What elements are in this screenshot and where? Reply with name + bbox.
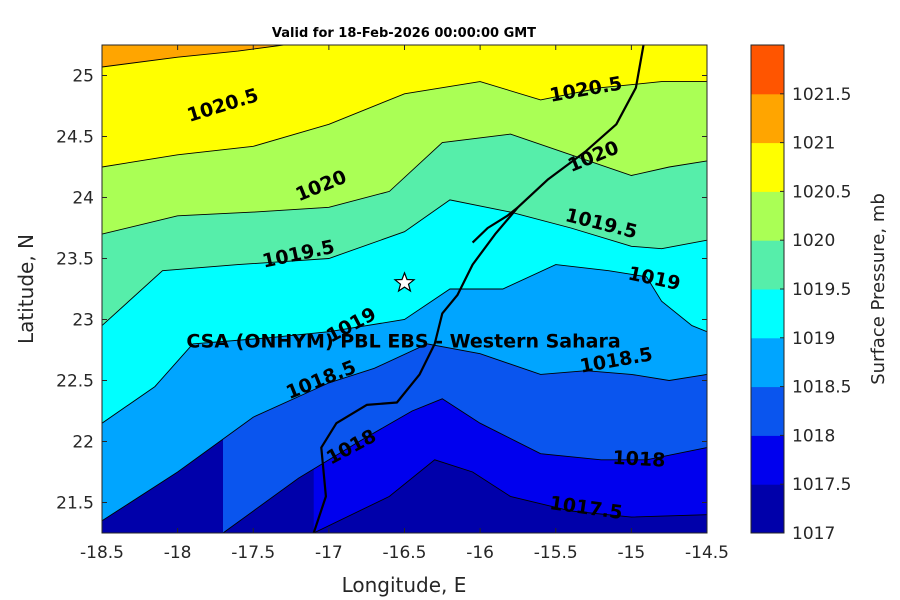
colorbar-label: Surface Pressure, mb bbox=[868, 193, 889, 385]
colorbar-segment bbox=[751, 93, 784, 144]
x-tick-label: -15.5 bbox=[534, 543, 578, 563]
x-axis-ticks: -18.5 -18 -17.5 -17 -16.5 -16 -15.5 -15 -14.5 bbox=[80, 45, 729, 563]
colorbar-segment bbox=[751, 289, 784, 339]
colorbar-tick-label: 1019 bbox=[792, 329, 835, 349]
coastline bbox=[312, 45, 645, 533]
y-tick-label: 25 bbox=[72, 67, 94, 87]
contour-line-1019 bbox=[102, 264, 707, 424]
colorbar-segment bbox=[751, 191, 784, 241]
colorbar-segment bbox=[751, 240, 784, 290]
colorbar-tick-label: 1018.5 bbox=[792, 378, 851, 398]
band-1020.5 bbox=[102, 45, 707, 167]
colorbar-segment bbox=[751, 337, 784, 388]
x-tick-label: -16.5 bbox=[383, 543, 427, 563]
y-tick-label: 23.5 bbox=[56, 250, 94, 270]
peninsula-path bbox=[471, 206, 519, 244]
colorbar-segment bbox=[751, 484, 784, 534]
band-1021 bbox=[102, 45, 284, 67]
y-axis-label: Latitude, N bbox=[14, 234, 38, 344]
colorbar-segment bbox=[751, 386, 784, 436]
y-tick-label: 22 bbox=[72, 433, 94, 453]
colorbar-tick-label: 1018 bbox=[792, 426, 835, 446]
y-tick-label: 24 bbox=[72, 189, 94, 209]
colorbar-tick-label: 1021 bbox=[792, 134, 835, 154]
station-star-icon bbox=[393, 271, 416, 293]
x-tick-label: -14.5 bbox=[685, 543, 729, 563]
contour-lines bbox=[102, 45, 707, 533]
colorbar-tick-label: 1017 bbox=[792, 524, 835, 544]
colorbar-tick-label: 1021.5 bbox=[792, 85, 851, 105]
x-tick-label: -17 bbox=[315, 543, 343, 563]
contour-line-1017.5 bbox=[313, 459, 707, 533]
colorbar-tick-label: 1017.5 bbox=[792, 475, 851, 495]
colorbar-segment bbox=[751, 435, 784, 485]
colorbar-tick-label: 1020 bbox=[792, 231, 835, 251]
x-tick-label: -17.5 bbox=[231, 543, 275, 563]
colorbar-segment bbox=[751, 45, 784, 95]
y-tick-label: 24.5 bbox=[56, 128, 94, 148]
x-tick-label: -18.5 bbox=[80, 543, 124, 563]
contour-line-1021 bbox=[102, 45, 284, 68]
contour-label: 1018 bbox=[612, 447, 666, 472]
station-marker: CSA (ONHYM) PBL EBS - Western Sahara bbox=[186, 271, 621, 353]
contour-line-1018 bbox=[222, 398, 707, 533]
contour-line-1020 bbox=[102, 133, 707, 235]
y-axis-ticks: 21.5 22 22.5 23 23.5 24 24.5 25 bbox=[56, 67, 707, 514]
x-axis-label: Longitude, E bbox=[342, 573, 467, 597]
chart-title: Valid for 18-Feb-2026 00:00:00 GMT bbox=[272, 26, 536, 41]
y-tick-label: 22.5 bbox=[56, 372, 94, 392]
contour-line-1019.5 bbox=[102, 199, 707, 326]
contour-line-1020.5 bbox=[102, 81, 707, 168]
y-tick-label: 21.5 bbox=[56, 494, 94, 514]
station-name: CSA (ONHYM) PBL EBS - Western Sahara bbox=[186, 331, 620, 353]
plot-area: 1020.5 1020.5102010201019.51019.510191019… bbox=[102, 45, 707, 533]
contour-line-1018.5 bbox=[102, 343, 707, 522]
colorbar-tick-label: 1020.5 bbox=[792, 182, 851, 202]
colorbar: 1017 1017.5 1018 1018.5 1019 1019.5 1020 1020.5… bbox=[750, 44, 851, 544]
pressure-bands bbox=[102, 45, 707, 533]
x-tick-label: -18 bbox=[164, 543, 192, 563]
x-tick-label: -16 bbox=[466, 543, 494, 563]
y-tick-label: 23 bbox=[72, 311, 94, 331]
x-tick-label: -15 bbox=[617, 543, 645, 563]
coastline-path bbox=[312, 45, 645, 533]
colorbar-segment bbox=[751, 142, 784, 192]
colorbar-tick-label: 1019.5 bbox=[792, 280, 851, 300]
